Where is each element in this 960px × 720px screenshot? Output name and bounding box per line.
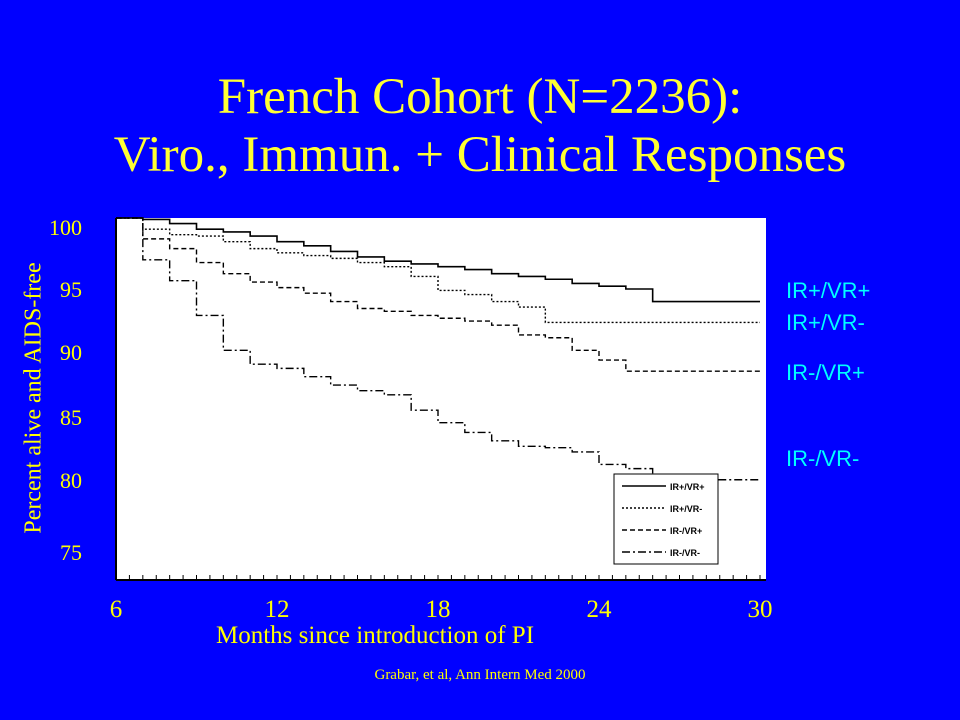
series-line-2 <box>116 217 760 372</box>
x-tick-label: 12 <box>264 596 290 623</box>
y-tick-label: 95 <box>60 277 82 302</box>
y-tick-label: 85 <box>60 405 82 430</box>
y-tick-label: 75 <box>60 540 82 565</box>
x-tick-label: 30 <box>747 596 773 623</box>
series-label-ir-pos-vr-neg: IR+/VR- <box>786 310 865 335</box>
x-tick-label: 18 <box>425 596 451 623</box>
y-tick-label: 100 <box>49 215 82 240</box>
slide-title: French Cohort (N=2236): Viro., Immun. + … <box>0 68 960 184</box>
series-line-1 <box>116 217 760 324</box>
citation: Grabar, et al, Ann Intern Med 2000 <box>374 667 586 683</box>
series-label-ir-pos-vr-pos: IR+/VR+ <box>786 278 871 303</box>
y-axis-label: Percent alive and AIDS-free <box>20 262 47 534</box>
series-line-3 <box>116 217 760 481</box>
title-line-1: French Cohort (N=2236): <box>217 69 743 125</box>
legend-box <box>613 473 719 565</box>
series-label-ir-neg-vr-neg: IR-/VR- <box>786 446 860 471</box>
series-line-0 <box>116 217 760 303</box>
y-tick-label: 90 <box>60 340 82 365</box>
legend-entry-1: IR+/VR- <box>670 504 702 514</box>
x-tick-label: 24 <box>586 596 612 623</box>
legend-entry-2: IR-/VR+ <box>670 526 702 536</box>
legend-entry-3: IR-/VR- <box>670 548 700 558</box>
series-label-ir-neg-vr-pos: IR-/VR+ <box>786 360 865 385</box>
x-axis-label: Months since introduction of PI <box>216 622 535 649</box>
legend-entry-0: IR+/VR+ <box>670 482 705 492</box>
x-tick-label: 6 <box>109 596 123 623</box>
y-tick-label: 80 <box>60 468 82 493</box>
title-line-2: Viro., Immun. + Clinical Responses <box>113 127 847 183</box>
